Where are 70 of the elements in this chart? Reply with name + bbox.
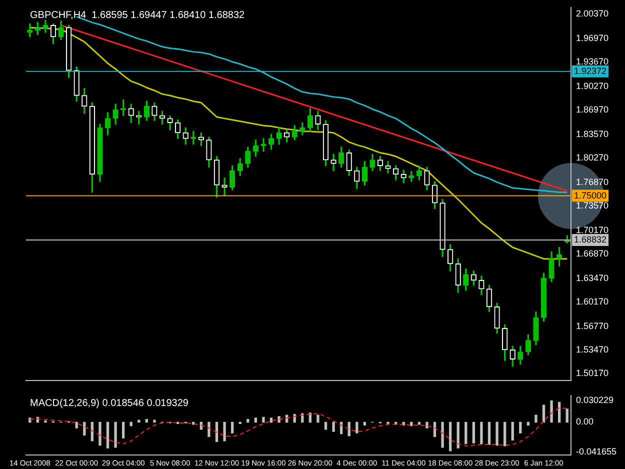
bar — [503, 422, 506, 446]
y-tick-label: 1.96970 — [576, 32, 609, 43]
y-tick-label: 1.63470 — [576, 272, 609, 283]
ref-line-label: 1.75000 — [574, 190, 607, 200]
bar — [426, 422, 428, 428]
bar — [316, 414, 320, 423]
bar — [270, 418, 273, 423]
bar — [534, 414, 538, 423]
bar — [215, 422, 218, 442]
y-tick-label: 1.70170 — [576, 224, 609, 235]
bar — [511, 422, 514, 441]
y-tick-label: 1.50170 — [576, 368, 609, 378]
bar — [44, 420, 47, 423]
y-tick-label: 1.73570 — [576, 200, 609, 211]
bar — [496, 422, 498, 446]
y-tick-label: 1.56770 — [576, 320, 609, 331]
bar — [386, 422, 390, 424]
bar — [238, 422, 242, 424]
ref-line-label: 1.68832 — [574, 234, 607, 244]
bar — [324, 422, 328, 430]
y-tick-label: 1.80270 — [576, 152, 609, 163]
bar — [114, 422, 117, 448]
y-tick-label: 1.76870 — [576, 176, 609, 187]
bar — [488, 422, 491, 445]
bar — [558, 402, 561, 423]
bar — [472, 422, 476, 444]
y-tick-label: 1.93670 — [576, 56, 609, 67]
y-tick-label: 1.90270 — [576, 80, 609, 91]
candlestick — [260, 138, 266, 152]
y-tick-label: 1.53470 — [576, 344, 609, 354]
bar — [464, 422, 468, 444]
bar — [254, 418, 258, 423]
bar — [480, 422, 483, 444]
bar — [230, 422, 234, 434]
bar — [223, 422, 226, 442]
y-tick-label: -0.041655 — [576, 446, 617, 457]
y-tick-label: 0.030229 — [576, 395, 614, 406]
y-tick-label: 0.00 — [576, 416, 594, 427]
bar — [448, 422, 452, 452]
y-tick-label: 1.66870 — [576, 248, 609, 259]
bar — [98, 422, 102, 446]
bar — [106, 422, 110, 448]
bar — [363, 422, 366, 426]
bar — [441, 422, 444, 448]
candlestick — [222, 178, 228, 196]
bar — [246, 419, 250, 423]
bar — [153, 420, 156, 423]
bar — [526, 422, 530, 426]
bar — [122, 422, 125, 438]
bar — [356, 422, 358, 434]
bar — [550, 400, 553, 423]
chart-title: GBPCHF,H4 1.68595 1.69447 1.68410 1.68832 — [30, 10, 246, 22]
y-tick-label: 1.60170 — [576, 296, 609, 307]
bar — [75, 422, 78, 428]
bar — [145, 419, 148, 423]
bar — [456, 422, 460, 448]
bar — [278, 416, 280, 423]
bar — [262, 416, 265, 423]
bar — [83, 422, 86, 436]
line-series — [29, 407, 568, 446]
y-tick-label: 1.83570 — [576, 128, 609, 139]
bar — [566, 408, 568, 423]
bar — [519, 422, 522, 434]
chart-title: MACD(12,26,9) 0.018546 0.019329 — [30, 398, 189, 410]
bar — [332, 422, 335, 432]
y-tick-label: 2.00370 — [576, 8, 609, 19]
ref-line-label: 1.92372 — [574, 66, 607, 76]
bar — [208, 422, 210, 437]
bar — [542, 404, 546, 423]
y-tick-label: 1.86970 — [576, 104, 609, 115]
